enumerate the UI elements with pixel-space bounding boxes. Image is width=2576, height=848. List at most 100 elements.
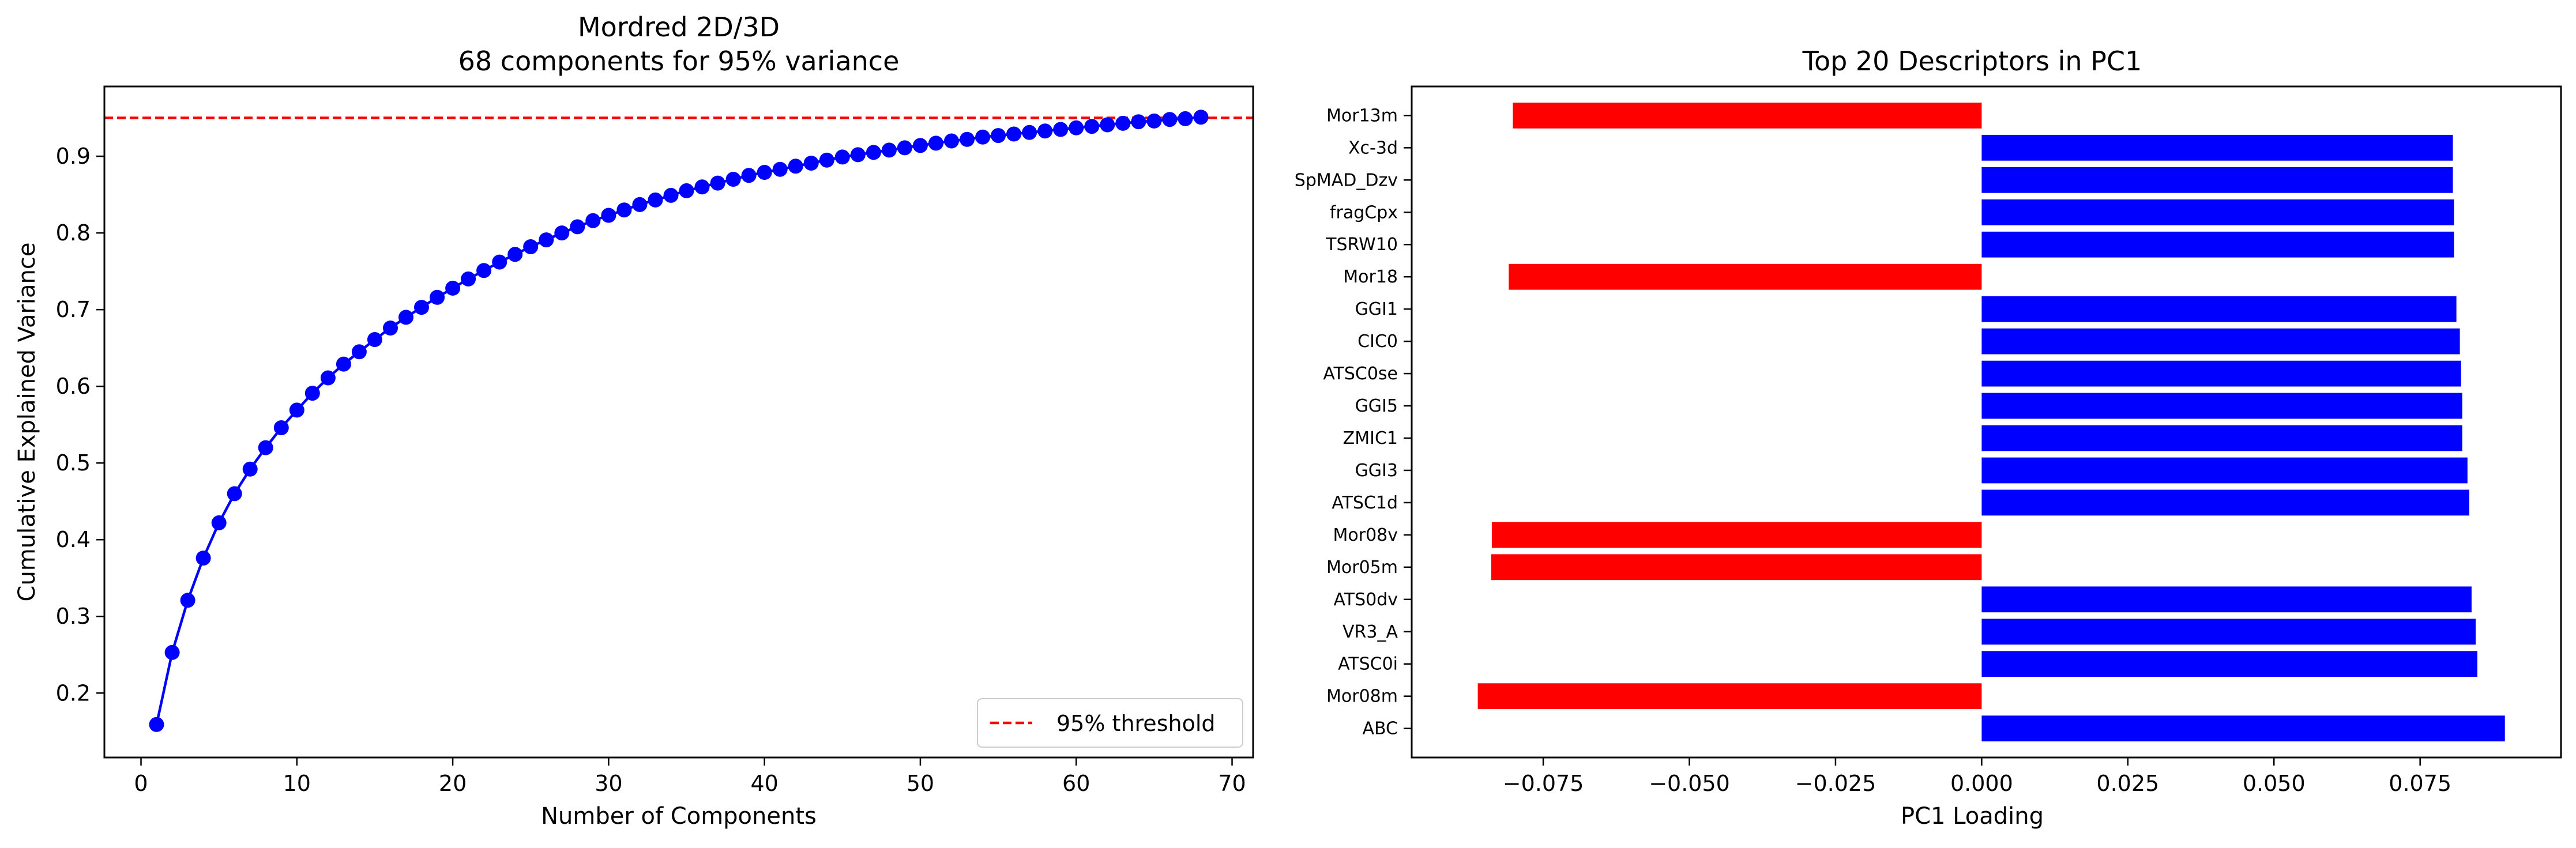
loading-bar bbox=[1981, 586, 2472, 613]
x-tick-label: −0.025 bbox=[1795, 771, 1876, 796]
x-tick-label: 40 bbox=[750, 771, 778, 796]
variance-point bbox=[834, 149, 850, 165]
x-tick-label: 0.050 bbox=[2243, 771, 2306, 796]
variance-point bbox=[539, 232, 554, 248]
variance-chart-title: Mordred 2D/3D bbox=[578, 12, 780, 43]
loading-bar bbox=[1513, 103, 1982, 129]
variance-point bbox=[757, 165, 772, 180]
x-tick-label: 50 bbox=[907, 771, 934, 796]
legend-box bbox=[977, 698, 1243, 748]
variance-point bbox=[430, 289, 445, 305]
loadings-plot-frame bbox=[1411, 85, 2562, 759]
variance-point bbox=[195, 551, 211, 566]
variance-point bbox=[725, 172, 741, 187]
loading-bar bbox=[1981, 231, 2454, 258]
variance-point bbox=[1084, 119, 1100, 134]
variance-point bbox=[1178, 111, 1193, 126]
variance-point bbox=[227, 486, 242, 502]
x-tick-label: −0.050 bbox=[1649, 771, 1730, 796]
variance-y-axis-label: Cumulative Explained Variance bbox=[14, 243, 40, 602]
variance-point bbox=[1115, 115, 1131, 131]
y-tick-label: 0.7 bbox=[56, 297, 91, 322]
loading-bar bbox=[1981, 425, 2462, 451]
variance-point bbox=[1069, 120, 1084, 135]
variance-point bbox=[570, 219, 585, 235]
category-label: ATSC1d bbox=[1332, 493, 1398, 513]
variance-point bbox=[211, 515, 227, 530]
loading-bar bbox=[1981, 489, 2469, 516]
y-tick-label: 0.3 bbox=[56, 604, 91, 629]
variance-point bbox=[383, 321, 398, 336]
variance-point bbox=[1100, 117, 1115, 133]
variance-point bbox=[351, 344, 367, 360]
x-tick-label: 30 bbox=[595, 771, 622, 796]
x-tick-label: 0.000 bbox=[1950, 771, 2013, 796]
variance-point bbox=[960, 131, 975, 147]
loading-bar bbox=[1981, 457, 2468, 484]
variance-point bbox=[461, 271, 476, 287]
variance-point bbox=[741, 168, 757, 183]
variance-point bbox=[304, 386, 320, 401]
variance-point bbox=[944, 133, 959, 149]
variance-point bbox=[414, 300, 429, 315]
y-tick-label: 0.4 bbox=[56, 527, 91, 552]
variance-point bbox=[242, 461, 258, 477]
loading-bar bbox=[1981, 619, 2476, 645]
category-label: CIC0 bbox=[1357, 331, 1398, 352]
variance-point bbox=[975, 129, 991, 145]
loading-bar bbox=[1981, 134, 2453, 161]
x-tick-label: 0 bbox=[134, 771, 148, 796]
loading-bar bbox=[1981, 651, 2477, 677]
variance-x-axis-label: Number of Components bbox=[541, 803, 817, 830]
variance-x-ticks: 0 10 20 30 40 50 60 70 bbox=[134, 757, 1246, 796]
variance-point bbox=[1006, 126, 1022, 142]
variance-point bbox=[149, 717, 164, 732]
variance-point bbox=[928, 135, 943, 151]
variance-point bbox=[866, 145, 881, 160]
loading-bar bbox=[1981, 715, 2505, 742]
variance-point bbox=[710, 175, 725, 191]
variance-point bbox=[336, 356, 351, 372]
variance-plot-area bbox=[104, 110, 1253, 732]
variance-point bbox=[616, 202, 632, 218]
loading-bar bbox=[1981, 199, 2454, 225]
variance-point bbox=[258, 440, 273, 455]
variance-point bbox=[1162, 112, 1178, 127]
category-label: ATS0dv bbox=[1334, 590, 1398, 610]
variance-point bbox=[554, 225, 570, 241]
y-tick-label: 0.6 bbox=[56, 374, 91, 399]
variance-point bbox=[648, 192, 663, 208]
variance-point bbox=[289, 402, 304, 418]
y-tick-label: 0.2 bbox=[56, 680, 91, 706]
variance-point bbox=[1022, 125, 1037, 140]
loadings-bars bbox=[1477, 103, 2505, 742]
variance-point bbox=[507, 247, 523, 262]
x-tick-label: 60 bbox=[1062, 771, 1090, 796]
variance-point bbox=[1193, 110, 1209, 125]
loadings-x-ticks: −0.075 −0.050 −0.025 0.000 0.025 0.050 0.075 bbox=[1503, 757, 2451, 796]
variance-point bbox=[663, 187, 679, 203]
variance-point bbox=[585, 213, 601, 228]
loading-bar bbox=[1981, 296, 2457, 322]
variance-point bbox=[492, 254, 507, 270]
variance-point bbox=[694, 179, 710, 195]
x-tick-label: 0.075 bbox=[2389, 771, 2451, 796]
variance-point bbox=[788, 159, 803, 174]
loading-bar bbox=[1491, 554, 1982, 581]
y-tick-label: 0.9 bbox=[56, 144, 91, 169]
category-label: Mor13m bbox=[1326, 105, 1398, 126]
variance-point bbox=[772, 161, 788, 177]
category-label: ATSC0se bbox=[1323, 364, 1398, 384]
category-label: GGI3 bbox=[1355, 461, 1398, 481]
variance-point bbox=[912, 138, 928, 153]
loadings-x-axis-label: PC1 Loading bbox=[1901, 803, 2044, 830]
category-label: Mor18 bbox=[1343, 267, 1398, 287]
category-label: SpMAD_Dzv bbox=[1295, 170, 1398, 190]
variance-point bbox=[819, 152, 834, 168]
category-label: TSRW10 bbox=[1325, 235, 1398, 255]
loading-bar bbox=[1981, 167, 2453, 193]
variance-point bbox=[164, 645, 180, 660]
loading-bar bbox=[1981, 360, 2461, 387]
x-tick-label: −0.075 bbox=[1503, 771, 1584, 796]
